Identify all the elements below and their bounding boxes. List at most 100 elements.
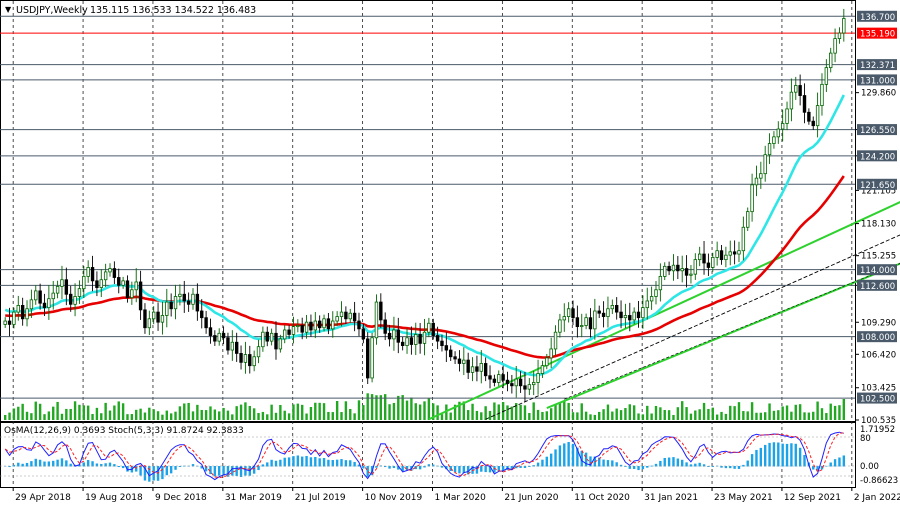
candle-body [837, 32, 842, 40]
osma-bar [689, 464, 693, 467]
candle-body [160, 315, 165, 323]
osma-bar [445, 466, 448, 470]
osma-bar [327, 459, 330, 467]
candle-body [571, 308, 575, 319]
candle-body [130, 289, 134, 298]
osma-bar [335, 459, 339, 467]
channel-mid-line[interactable] [485, 217, 900, 420]
osma-bar [602, 459, 605, 467]
osma-bar [34, 458, 37, 467]
candle-body [357, 320, 361, 330]
level-label: 132.371 [860, 61, 895, 71]
osma-bar [191, 464, 195, 467]
osma-bar [270, 459, 273, 467]
volume-bar [121, 403, 125, 420]
candle-body [440, 340, 444, 346]
osma-bar [493, 466, 496, 473]
osma-bar [619, 464, 623, 467]
volume-bar [73, 401, 77, 420]
candle-body [807, 111, 811, 122]
osma-bar [235, 466, 238, 476]
candle-body [680, 268, 684, 272]
osma-bar [488, 466, 492, 473]
candle-body [597, 310, 601, 314]
volume-bar [842, 398, 846, 420]
volume-bar [798, 404, 802, 420]
candle-body [667, 265, 671, 272]
volume-bar [672, 414, 675, 420]
volume-bar [248, 405, 251, 420]
level-label-bg [857, 74, 897, 86]
candle-body [483, 363, 488, 377]
candle-body [527, 384, 532, 390]
volume-bar [654, 405, 658, 420]
volume-bar [418, 404, 422, 420]
osma-bar [628, 466, 631, 469]
candle-body [711, 257, 715, 268]
osma-bar [702, 464, 706, 467]
candle-body [684, 268, 689, 276]
osma-bar [366, 466, 369, 477]
osma-bar [222, 466, 225, 476]
volume-bar [720, 411, 723, 420]
volume-bar [410, 397, 413, 420]
candle-body [728, 251, 732, 256]
candle-body [776, 128, 780, 138]
volume-bar [462, 401, 466, 420]
volume-bar [174, 411, 177, 420]
osma-bar [353, 461, 356, 467]
volume-bar [148, 407, 151, 420]
osma-bar [104, 463, 107, 467]
osma-bar [349, 460, 352, 467]
volume-bar [397, 395, 400, 420]
osma-bar [759, 447, 763, 467]
osma-bar [8, 466, 11, 468]
candle-body [317, 320, 322, 329]
candle-body [536, 373, 540, 383]
volume-bar [165, 410, 168, 420]
osma-bar [785, 443, 789, 467]
volume-bar [366, 393, 369, 420]
volume-bar [628, 404, 631, 420]
price-tick-label: 106.420 [861, 350, 896, 360]
osma-bar [148, 466, 151, 482]
candle-body [593, 310, 597, 330]
volume-bar [401, 395, 404, 420]
candle-body [287, 329, 291, 335]
volume-bar [698, 409, 701, 420]
osma-bar [204, 466, 208, 472]
candle-body [628, 315, 632, 321]
volume-bar [274, 412, 278, 420]
candle-body [689, 273, 693, 276]
symbol-timeframe: USDJPY,Weekly [16, 5, 88, 16]
volume-bar [833, 405, 837, 420]
volume-bar [432, 403, 435, 420]
candle-body [619, 311, 623, 319]
candle-body [283, 329, 287, 340]
osma-bar [733, 466, 736, 469]
candle-body [785, 108, 789, 124]
candle-body [501, 374, 505, 381]
candle-body [427, 322, 431, 333]
price-tick-label: 100.535 [861, 416, 896, 426]
candle-body [833, 38, 837, 54]
osma-bar [676, 458, 680, 467]
candle-body [335, 316, 339, 322]
volume-bar [143, 412, 147, 420]
candle-body [200, 310, 204, 319]
volume-bar [100, 413, 103, 420]
osma-bar [742, 464, 745, 467]
candle-body [156, 311, 160, 323]
candle-body [147, 318, 152, 329]
level-label-bg [857, 59, 897, 71]
volume-bar [571, 412, 575, 420]
chart-header: ▼ USDJPY,Weekly 135.115 136.533 134.522 … [5, 5, 256, 16]
candle-body [291, 326, 296, 335]
time-label: 19 Aug 2018 [85, 493, 143, 503]
header-menu-arrow-icon[interactable]: ▼ [5, 5, 12, 14]
candle-body [278, 338, 283, 350]
channel-upper-line[interactable] [428, 184, 900, 421]
volume-bar [545, 411, 549, 420]
